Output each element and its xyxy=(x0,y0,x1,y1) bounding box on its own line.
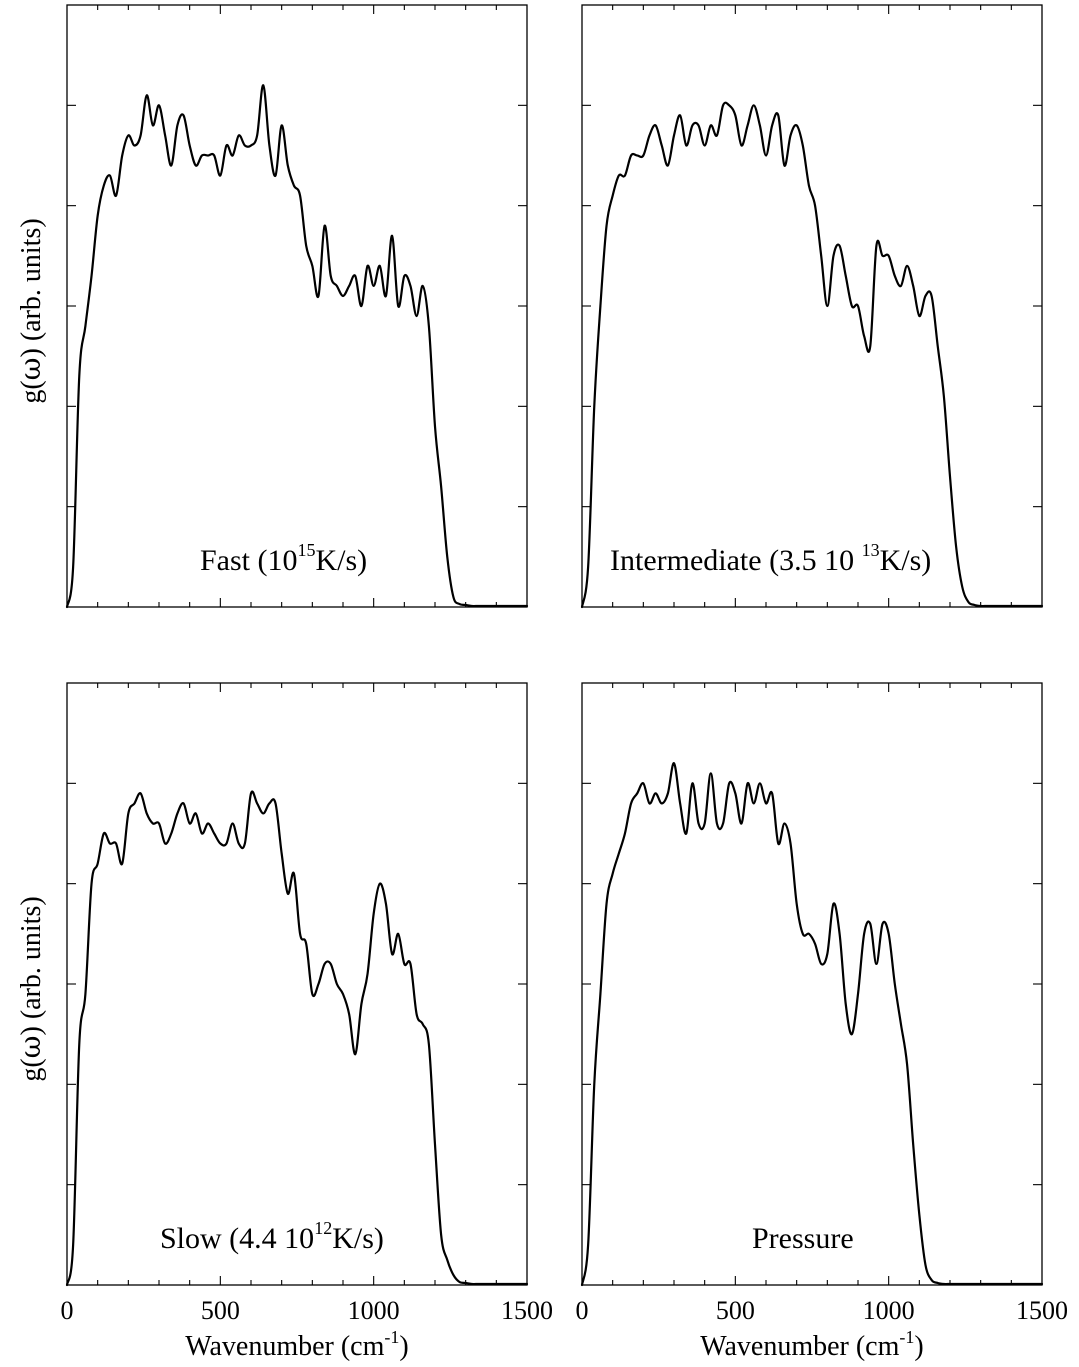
spectrum-line xyxy=(580,101,1044,609)
x-tick-label: 1000 xyxy=(348,1296,400,1325)
panel-annotation-superscript: 12 xyxy=(314,1218,332,1238)
plot-frame xyxy=(581,682,1043,1286)
x-axis-label: Wavenumber (cm-1) xyxy=(700,1327,923,1362)
x-axis-label-superscript: -1 xyxy=(899,1327,914,1347)
panel-annotation-main: Pressure xyxy=(752,1222,854,1255)
y-axis-label-omega: ω xyxy=(14,1036,47,1059)
panel-annotation: Intermediate (3.5 10 13K/s) xyxy=(610,540,931,577)
x-tick-label: 500 xyxy=(716,1296,755,1325)
y-axis-label-part: g( xyxy=(16,1058,47,1081)
y-axis-label: g(ω) (arb. units) xyxy=(14,218,47,403)
panel-annotation-main: Fast (10 xyxy=(200,544,298,577)
y-axis-label: g(ω) (arb. units) xyxy=(14,896,47,1081)
plot-frame xyxy=(66,4,528,608)
panel-bottom-left: Slow (4.4 1012K/s) g(ω) (arb. units) 0 500 1… xyxy=(14,682,553,1362)
x-axis-label-main: Wavenumber (cm xyxy=(185,1331,384,1362)
panel-annotation-suffix: K/s) xyxy=(316,544,368,577)
x-tick-label: 500 xyxy=(201,1296,240,1325)
spectrum-line xyxy=(65,84,529,609)
panel-annotation-superscript: 13 xyxy=(862,540,880,560)
panel-annotation-main: Intermediate (3.5 10 xyxy=(610,544,862,577)
panel-annotation-suffix: K/s) xyxy=(880,544,932,577)
plot-frame xyxy=(581,4,1043,608)
spectrum-line xyxy=(580,762,1044,1287)
y-axis-label-part: g( xyxy=(16,380,47,403)
spectrum-line xyxy=(65,790,529,1287)
y-axis-label-omega: ω xyxy=(14,358,47,381)
x-axis-label-suffix: ) xyxy=(914,1331,923,1362)
x-tick-label: 1500 xyxy=(1016,1296,1068,1325)
panel-annotation-superscript: 15 xyxy=(298,540,316,560)
x-tick-label: 1500 xyxy=(501,1296,553,1325)
x-axis-label-suffix: ) xyxy=(399,1331,408,1362)
x-axis-label-superscript: -1 xyxy=(384,1327,399,1347)
panel-top-right: Intermediate (3.5 10 13K/s) xyxy=(580,4,1044,609)
panel-annotation: Pressure xyxy=(752,1222,854,1255)
plot-frame xyxy=(66,682,528,1286)
x-tick-label: 1000 xyxy=(863,1296,915,1325)
x-axis-label: Wavenumber (cm-1) xyxy=(185,1327,408,1362)
x-tick-label: 0 xyxy=(576,1296,589,1325)
panel-annotation-suffix: K/s) xyxy=(332,1222,384,1255)
y-axis-label-part: ) (arb. units) xyxy=(16,218,47,357)
panel-bottom-right: Pressure 0 500 1000 1500 Wavenumber (cm-1) xyxy=(576,682,1068,1362)
x-tick-label: 0 xyxy=(61,1296,74,1325)
panel-annotation-main: Slow (4.4 10 xyxy=(160,1222,314,1255)
panel-top-left: Fast (1015K/s) g(ω) (arb. units) xyxy=(14,4,529,609)
y-axis-label-part: ) (arb. units) xyxy=(16,896,47,1035)
panel-annotation: Slow (4.4 1012K/s) xyxy=(160,1218,384,1255)
panel-annotation: Fast (1015K/s) xyxy=(200,540,367,577)
x-axis-label-main: Wavenumber (cm xyxy=(700,1331,899,1362)
